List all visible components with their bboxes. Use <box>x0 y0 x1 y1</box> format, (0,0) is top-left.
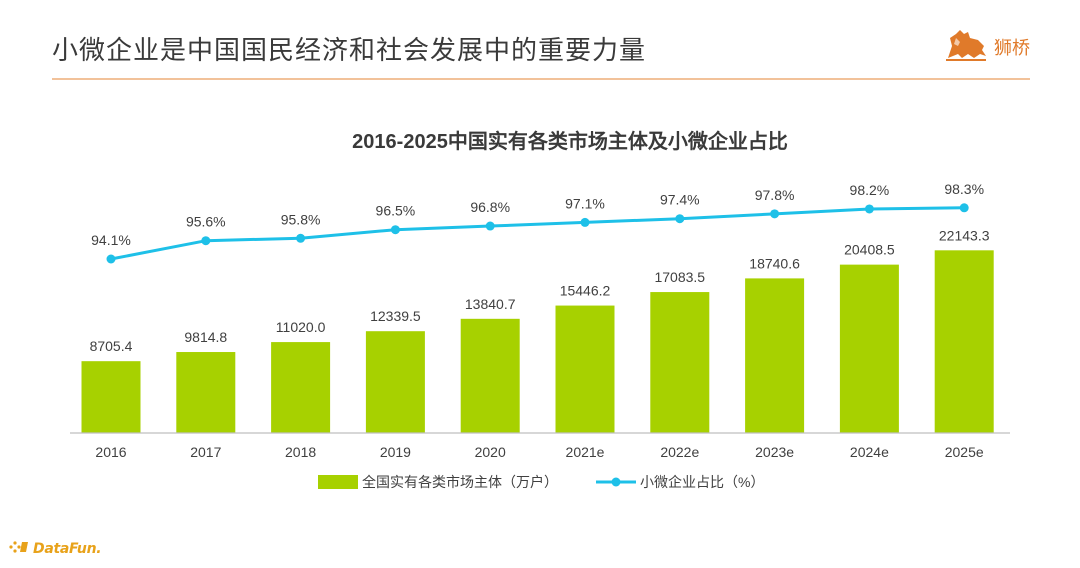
bar-label-2023e: 18740.6 <box>749 255 800 271</box>
bar-2020 <box>460 318 520 433</box>
bar-2025e <box>934 250 994 433</box>
x-tick-2022e: 2022e <box>660 444 699 460</box>
legend-line-marker <box>611 477 621 487</box>
line-point-2023e <box>770 209 780 219</box>
chart-title: 2016-2025中国实有各类市场主体及小微企业占比 <box>352 129 788 153</box>
line-point-2022e <box>675 214 685 224</box>
bar-label-2025e: 22143.3 <box>939 227 990 243</box>
bar-label-2018: 11020.0 <box>276 319 326 335</box>
line-label-2017: 95.6% <box>186 214 226 230</box>
brand-name: 狮桥 <box>994 38 1030 59</box>
datafun-icon <box>8 539 30 558</box>
brand-logo: 狮桥 <box>944 28 1030 66</box>
bar-label-2017: 9814.8 <box>184 329 227 345</box>
x-tick-2019: 2019 <box>380 444 411 460</box>
bar-label-2016: 8705.4 <box>90 338 133 354</box>
line-label-2021e: 97.1% <box>565 195 605 211</box>
slide-title: 小微企业是中国国民经济和社会发展中的重要力量 <box>52 36 647 66</box>
bar-label-2022e: 17083.5 <box>654 269 705 285</box>
line-label-2025e: 98.3% <box>944 181 984 197</box>
lion-icon <box>944 28 988 66</box>
bar-2022e <box>650 292 710 433</box>
line-point-2020 <box>485 221 495 231</box>
line-point-2024e <box>864 204 874 214</box>
line-label-2019: 96.5% <box>376 203 416 219</box>
x-tick-2023e: 2023e <box>755 444 794 460</box>
bar-label-2019: 12339.5 <box>370 308 421 324</box>
x-tick-2020: 2020 <box>475 444 506 460</box>
line-point-2016 <box>106 254 116 264</box>
x-tick-2018: 2018 <box>285 444 316 460</box>
x-tick-2024e: 2024e <box>850 444 889 460</box>
bar-2017 <box>176 352 236 433</box>
bar-2021e <box>555 305 615 433</box>
bar-2023e <box>745 278 805 433</box>
line-label-2020: 96.8% <box>470 199 510 215</box>
line-label-2016: 94.1% <box>91 232 131 248</box>
line-point-2019 <box>390 225 400 235</box>
footer-brand: DataFun. <box>33 540 102 557</box>
legend-bar-swatch <box>318 475 358 489</box>
line-point-2025e <box>959 203 969 213</box>
x-tick-2017: 2017 <box>190 444 221 460</box>
bar-2016 <box>81 361 141 433</box>
line-label-2018: 95.8% <box>281 211 321 227</box>
x-tick-2016: 2016 <box>95 444 126 460</box>
bar-label-2020: 13840.7 <box>465 296 516 312</box>
bar-2024e <box>839 264 899 433</box>
line-point-2018 <box>296 233 306 243</box>
x-tick-2021e: 2021e <box>566 444 605 460</box>
line-label-2022e: 97.4% <box>660 192 700 208</box>
bar-label-2021e: 15446.2 <box>560 283 611 299</box>
line-label-2024e: 98.2% <box>850 182 890 198</box>
title-divider <box>52 78 1030 80</box>
bar-2019 <box>365 331 425 433</box>
bar-label-2024e: 20408.5 <box>844 242 895 258</box>
footer-logo: DataFun. <box>8 539 102 558</box>
bar-2018 <box>271 342 331 433</box>
legend-bar-label: 全国实有各类市场主体（万户） <box>362 474 558 490</box>
legend-line-label: 小微企业占比（%） <box>640 474 764 490</box>
x-tick-2025e: 2025e <box>945 444 984 460</box>
line-point-2021e <box>580 217 590 227</box>
line-label-2023e: 97.8% <box>755 187 795 203</box>
line-point-2017 <box>201 236 211 246</box>
line-series <box>110 206 965 261</box>
